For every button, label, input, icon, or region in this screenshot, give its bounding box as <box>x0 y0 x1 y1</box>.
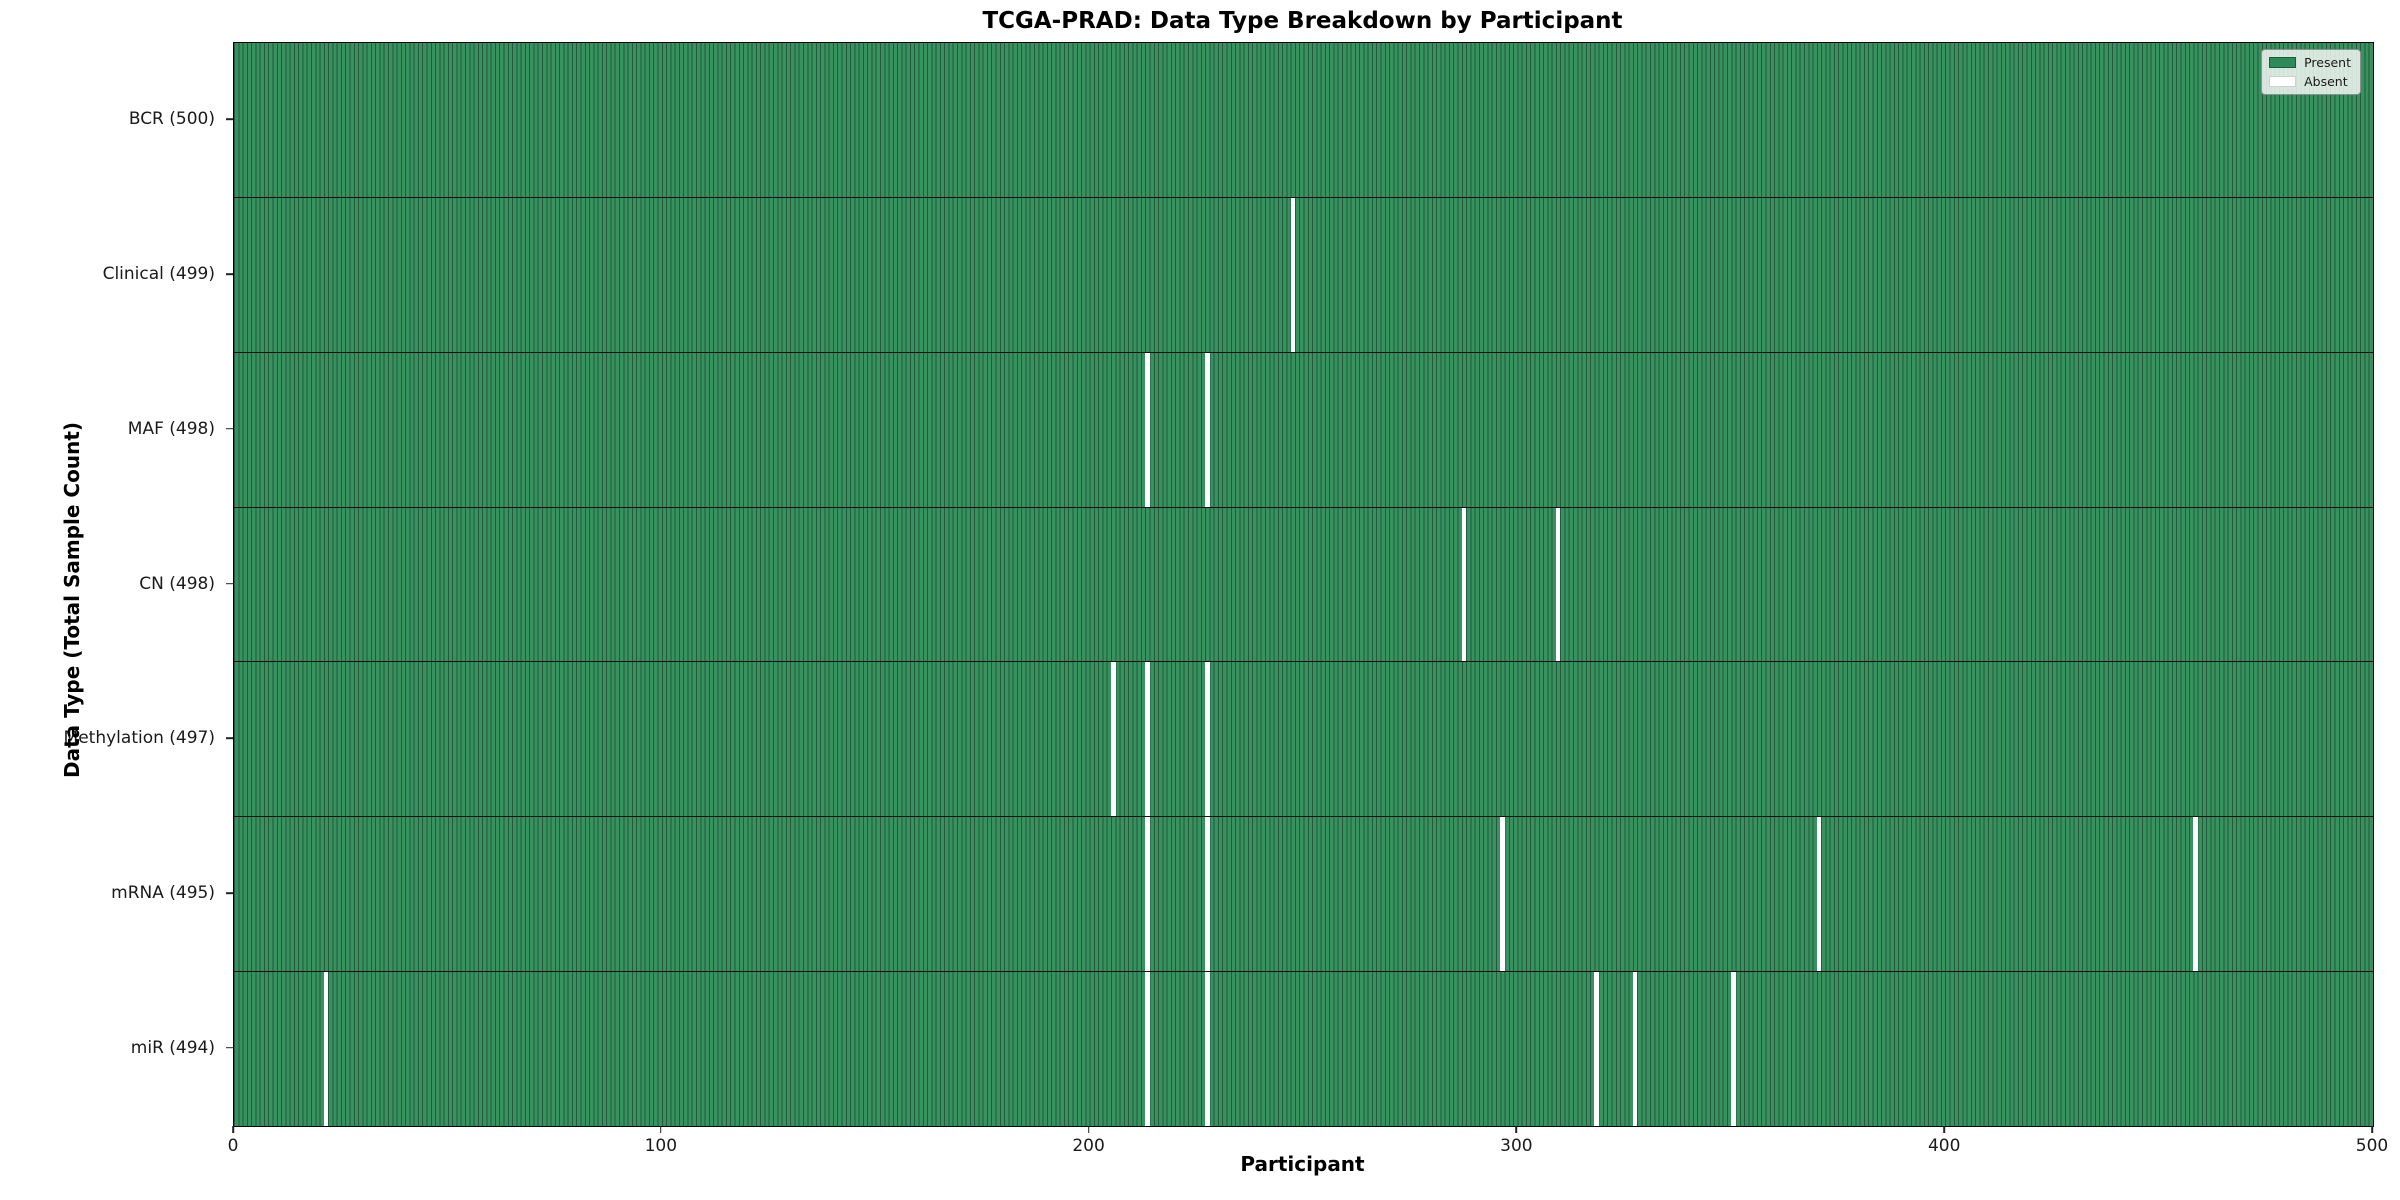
plot-area: Present Absent <box>233 42 2374 1127</box>
y-axis-ticks: BCR (500) Clinical (499) MAF (498) CN (498)… <box>0 42 233 1125</box>
absent-gap <box>1461 507 1467 662</box>
x-tick-mark <box>1943 1126 1945 1134</box>
y-tick-mark <box>226 118 233 121</box>
absent-gap <box>2193 817 2198 972</box>
x-tick-label: 400 <box>1927 1136 1961 1156</box>
absent-gap <box>1145 817 1150 972</box>
x-tick-mark <box>660 1126 662 1134</box>
absent-gap <box>1632 972 1638 1127</box>
x-tick-mark <box>1515 1126 1518 1134</box>
absent-gap <box>1145 972 1150 1127</box>
legend-entry-present: Present <box>2269 55 2351 70</box>
y-tick-label: Methylation (497) <box>63 728 215 749</box>
legend-label-present: Present <box>2304 55 2351 70</box>
y-axis-label: Data Type (Total Sample Count) <box>60 421 84 779</box>
x-axis-ticks: 0 100 200 300 400 500 <box>228 1125 2388 1175</box>
data-row-maf <box>234 351 2373 507</box>
x-tick-mark <box>1087 1126 1090 1134</box>
legend: Present Absent <box>2261 49 2361 95</box>
x-tick-label: 300 <box>1500 1136 1533 1156</box>
absent-gap <box>1205 352 1210 507</box>
y-tick-label: BCR (500) <box>128 109 215 130</box>
x-axis-label: Participant <box>1240 1152 1365 1176</box>
y-tick-mark <box>226 582 233 585</box>
x-tick-label: 100 <box>644 1136 678 1156</box>
data-row-bcr <box>234 43 2373 197</box>
x-tick-mark <box>2371 1126 2373 1134</box>
x-tick-label: 0 <box>227 1136 239 1156</box>
y-tick-mark <box>226 273 233 275</box>
absent-gap <box>1290 197 1296 352</box>
absent-gap <box>1205 817 1210 972</box>
y-tick-mark <box>226 427 233 430</box>
y-tick-mark <box>226 892 233 894</box>
legend-entry-absent: Absent <box>2269 74 2351 89</box>
absent-gap <box>1500 817 1505 972</box>
legend-label-absent: Absent <box>2304 74 2348 89</box>
x-tick-label: 200 <box>1072 1136 1105 1156</box>
data-row-cn <box>234 506 2373 662</box>
absent-swatch-icon <box>2269 76 2297 87</box>
y-tick-mark <box>226 737 233 739</box>
absent-gap <box>323 972 329 1127</box>
absent-gap <box>1205 972 1210 1127</box>
absent-gap <box>1555 507 1561 662</box>
data-row-mrna <box>234 816 2373 972</box>
y-tick-label: miR (494) <box>130 1037 215 1058</box>
absent-gap <box>1145 352 1150 507</box>
y-tick-label: mRNA (495) <box>111 882 215 903</box>
data-row-clinical <box>234 196 2373 352</box>
absent-gap <box>1731 972 1736 1127</box>
absent-gap <box>1594 972 1599 1127</box>
y-tick-mark <box>226 1046 233 1049</box>
absent-gap <box>1145 662 1150 817</box>
y-tick-label: Clinical (499) <box>102 264 215 285</box>
data-row-mir <box>234 971 2373 1127</box>
y-tick-label: MAF (498) <box>127 418 215 439</box>
x-tick-mark <box>232 1126 234 1134</box>
x-tick-label: 500 <box>2355 1136 2389 1156</box>
absent-gap <box>1205 662 1210 817</box>
chart-title: TCGA-PRAD: Data Type Breakdown by Partic… <box>982 8 1623 34</box>
data-row-methylation <box>234 661 2373 817</box>
absent-gap <box>1816 817 1822 972</box>
y-tick-label: CN (498) <box>139 573 215 594</box>
absent-gap <box>1110 662 1116 817</box>
present-swatch-icon <box>2269 57 2297 68</box>
